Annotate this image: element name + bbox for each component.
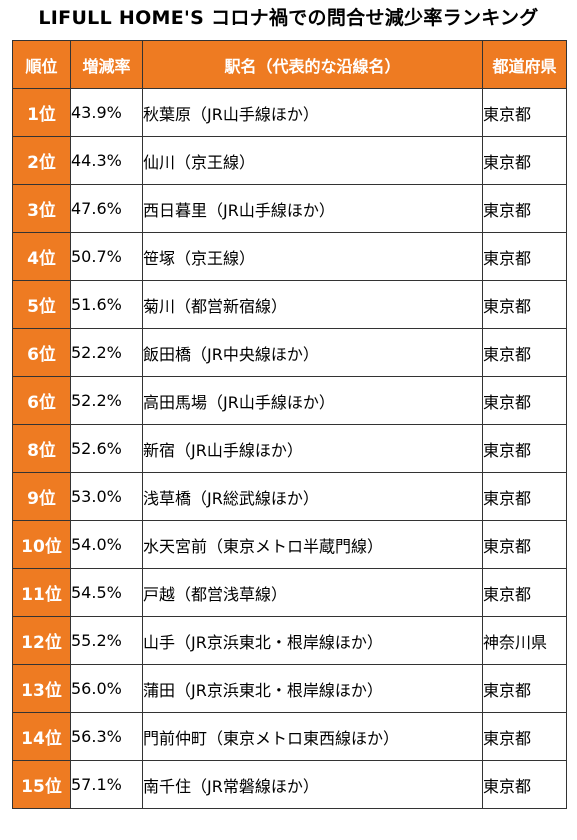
prefecture-cell: 東京都 bbox=[482, 424, 567, 473]
table-row: 8位 52.6% 新宿（JR山手線ほか） 東京都 bbox=[12, 424, 567, 473]
rate-cell: 56.3% bbox=[70, 712, 143, 761]
rank-cell: 4位 bbox=[12, 232, 71, 281]
rate-cell: 47.6% bbox=[70, 184, 143, 233]
table-row: 10位 54.0% 水天宮前（東京メトロ半蔵門線） 東京都 bbox=[12, 520, 567, 569]
rate-cell: 56.0% bbox=[70, 664, 143, 713]
header-rank: 順位 bbox=[12, 40, 71, 89]
rank-cell: 11位 bbox=[12, 568, 71, 617]
prefecture-cell: 東京都 bbox=[482, 712, 567, 761]
rank-cell: 13位 bbox=[12, 664, 71, 713]
station-cell: 仙川（京王線） bbox=[142, 136, 483, 185]
rate-cell: 52.6% bbox=[70, 424, 143, 473]
rate-cell: 43.9% bbox=[70, 88, 143, 137]
header-station: 駅名（代表的な沿線名） bbox=[142, 40, 483, 89]
header-rate: 増減率 bbox=[70, 40, 143, 89]
station-cell: 飯田橋（JR中央線ほか） bbox=[142, 328, 483, 377]
station-cell: 新宿（JR山手線ほか） bbox=[142, 424, 483, 473]
table-row: 14位 56.3% 門前仲町（東京メトロ東西線ほか） 東京都 bbox=[12, 712, 567, 761]
table-row: 13位 56.0% 蒲田（JR京浜東北・根岸線ほか） 東京都 bbox=[12, 664, 567, 713]
prefecture-cell: 東京都 bbox=[482, 280, 567, 329]
station-cell: 蒲田（JR京浜東北・根岸線ほか） bbox=[142, 664, 483, 713]
station-cell: 高田馬場（JR山手線ほか） bbox=[142, 376, 483, 425]
rank-cell: 15位 bbox=[12, 760, 71, 809]
rank-cell: 6位 bbox=[12, 328, 71, 377]
table-row: 5位 51.6% 菊川（都営新宿線） 東京都 bbox=[12, 280, 567, 329]
prefecture-cell: 東京都 bbox=[482, 568, 567, 617]
rate-cell: 51.6% bbox=[70, 280, 143, 329]
station-cell: 秋葉原（JR山手線ほか） bbox=[142, 88, 483, 137]
table-row: 3位 47.6% 西日暮里（JR山手線ほか） 東京都 bbox=[12, 184, 567, 233]
station-cell: 山手（JR京浜東北・根岸線ほか） bbox=[142, 616, 483, 665]
rank-cell: 10位 bbox=[12, 520, 71, 569]
table-row: 6位 52.2% 高田馬場（JR山手線ほか） 東京都 bbox=[12, 376, 567, 425]
ranking-table: 順位 増減率 駅名（代表的な沿線名） 都道府県 1位 43.9% 秋葉原（JR山手線… bbox=[12, 40, 567, 809]
rate-cell: 53.0% bbox=[70, 472, 143, 521]
station-cell: 戸越（都営浅草線） bbox=[142, 568, 483, 617]
table-row: 2位 44.3% 仙川（京王線） 東京都 bbox=[12, 136, 567, 185]
table-row: 9位 53.0% 浅草橋（JR総武線ほか） 東京都 bbox=[12, 472, 567, 521]
rank-cell: 6位 bbox=[12, 376, 71, 425]
prefecture-cell: 東京都 bbox=[482, 520, 567, 569]
rate-cell: 57.1% bbox=[70, 760, 143, 809]
rank-cell: 9位 bbox=[12, 472, 71, 521]
rate-cell: 44.3% bbox=[70, 136, 143, 185]
station-cell: 門前仲町（東京メトロ東西線ほか） bbox=[142, 712, 483, 761]
table-row: 11位 54.5% 戸越（都営浅草線） 東京都 bbox=[12, 568, 567, 617]
rate-cell: 52.2% bbox=[70, 376, 143, 425]
station-cell: 浅草橋（JR総武線ほか） bbox=[142, 472, 483, 521]
table-row: 15位 57.1% 南千住（JR常磐線ほか） 東京都 bbox=[12, 760, 567, 809]
rate-cell: 52.2% bbox=[70, 328, 143, 377]
rank-cell: 3位 bbox=[12, 184, 71, 233]
rank-cell: 5位 bbox=[12, 280, 71, 329]
prefecture-cell: 東京都 bbox=[482, 760, 567, 809]
prefecture-cell: 東京都 bbox=[482, 664, 567, 713]
table-row: 1位 43.9% 秋葉原（JR山手線ほか） 東京都 bbox=[12, 88, 567, 137]
prefecture-cell: 神奈川県 bbox=[482, 616, 567, 665]
rank-cell: 14位 bbox=[12, 712, 71, 761]
rate-cell: 54.5% bbox=[70, 568, 143, 617]
rank-cell: 8位 bbox=[12, 424, 71, 473]
prefecture-cell: 東京都 bbox=[482, 376, 567, 425]
rank-cell: 1位 bbox=[12, 88, 71, 137]
station-cell: 笹塚（京王線） bbox=[142, 232, 483, 281]
rate-cell: 54.0% bbox=[70, 520, 143, 569]
rate-cell: 50.7% bbox=[70, 232, 143, 281]
prefecture-cell: 東京都 bbox=[482, 88, 567, 137]
header-prefecture: 都道府県 bbox=[482, 40, 567, 89]
station-cell: 菊川（都営新宿線） bbox=[142, 280, 483, 329]
rate-cell: 55.2% bbox=[70, 616, 143, 665]
station-cell: 水天宮前（東京メトロ半蔵門線） bbox=[142, 520, 483, 569]
prefecture-cell: 東京都 bbox=[482, 328, 567, 377]
prefecture-cell: 東京都 bbox=[482, 184, 567, 233]
rank-cell: 12位 bbox=[12, 616, 71, 665]
prefecture-cell: 東京都 bbox=[482, 472, 567, 521]
station-cell: 西日暮里（JR山手線ほか） bbox=[142, 184, 483, 233]
prefecture-cell: 東京都 bbox=[482, 136, 567, 185]
table-row: 4位 50.7% 笹塚（京王線） 東京都 bbox=[12, 232, 567, 281]
page-title: LIFULL HOME'S コロナ禍での問合せ減少率ランキング bbox=[38, 7, 539, 29]
table-body: 1位 43.9% 秋葉原（JR山手線ほか） 東京都 2位 44.3% 仙川（京王線） 東京都 3… bbox=[12, 88, 567, 809]
table-row: 6位 52.2% 飯田橋（JR中央線ほか） 東京都 bbox=[12, 328, 567, 377]
station-cell: 南千住（JR常磐線ほか） bbox=[142, 760, 483, 809]
rank-cell: 2位 bbox=[12, 136, 71, 185]
table-row: 12位 55.2% 山手（JR京浜東北・根岸線ほか） 神奈川県 bbox=[12, 616, 567, 665]
prefecture-cell: 東京都 bbox=[482, 232, 567, 281]
header-row: 順位 増減率 駅名（代表的な沿線名） 都道府県 bbox=[12, 40, 567, 89]
